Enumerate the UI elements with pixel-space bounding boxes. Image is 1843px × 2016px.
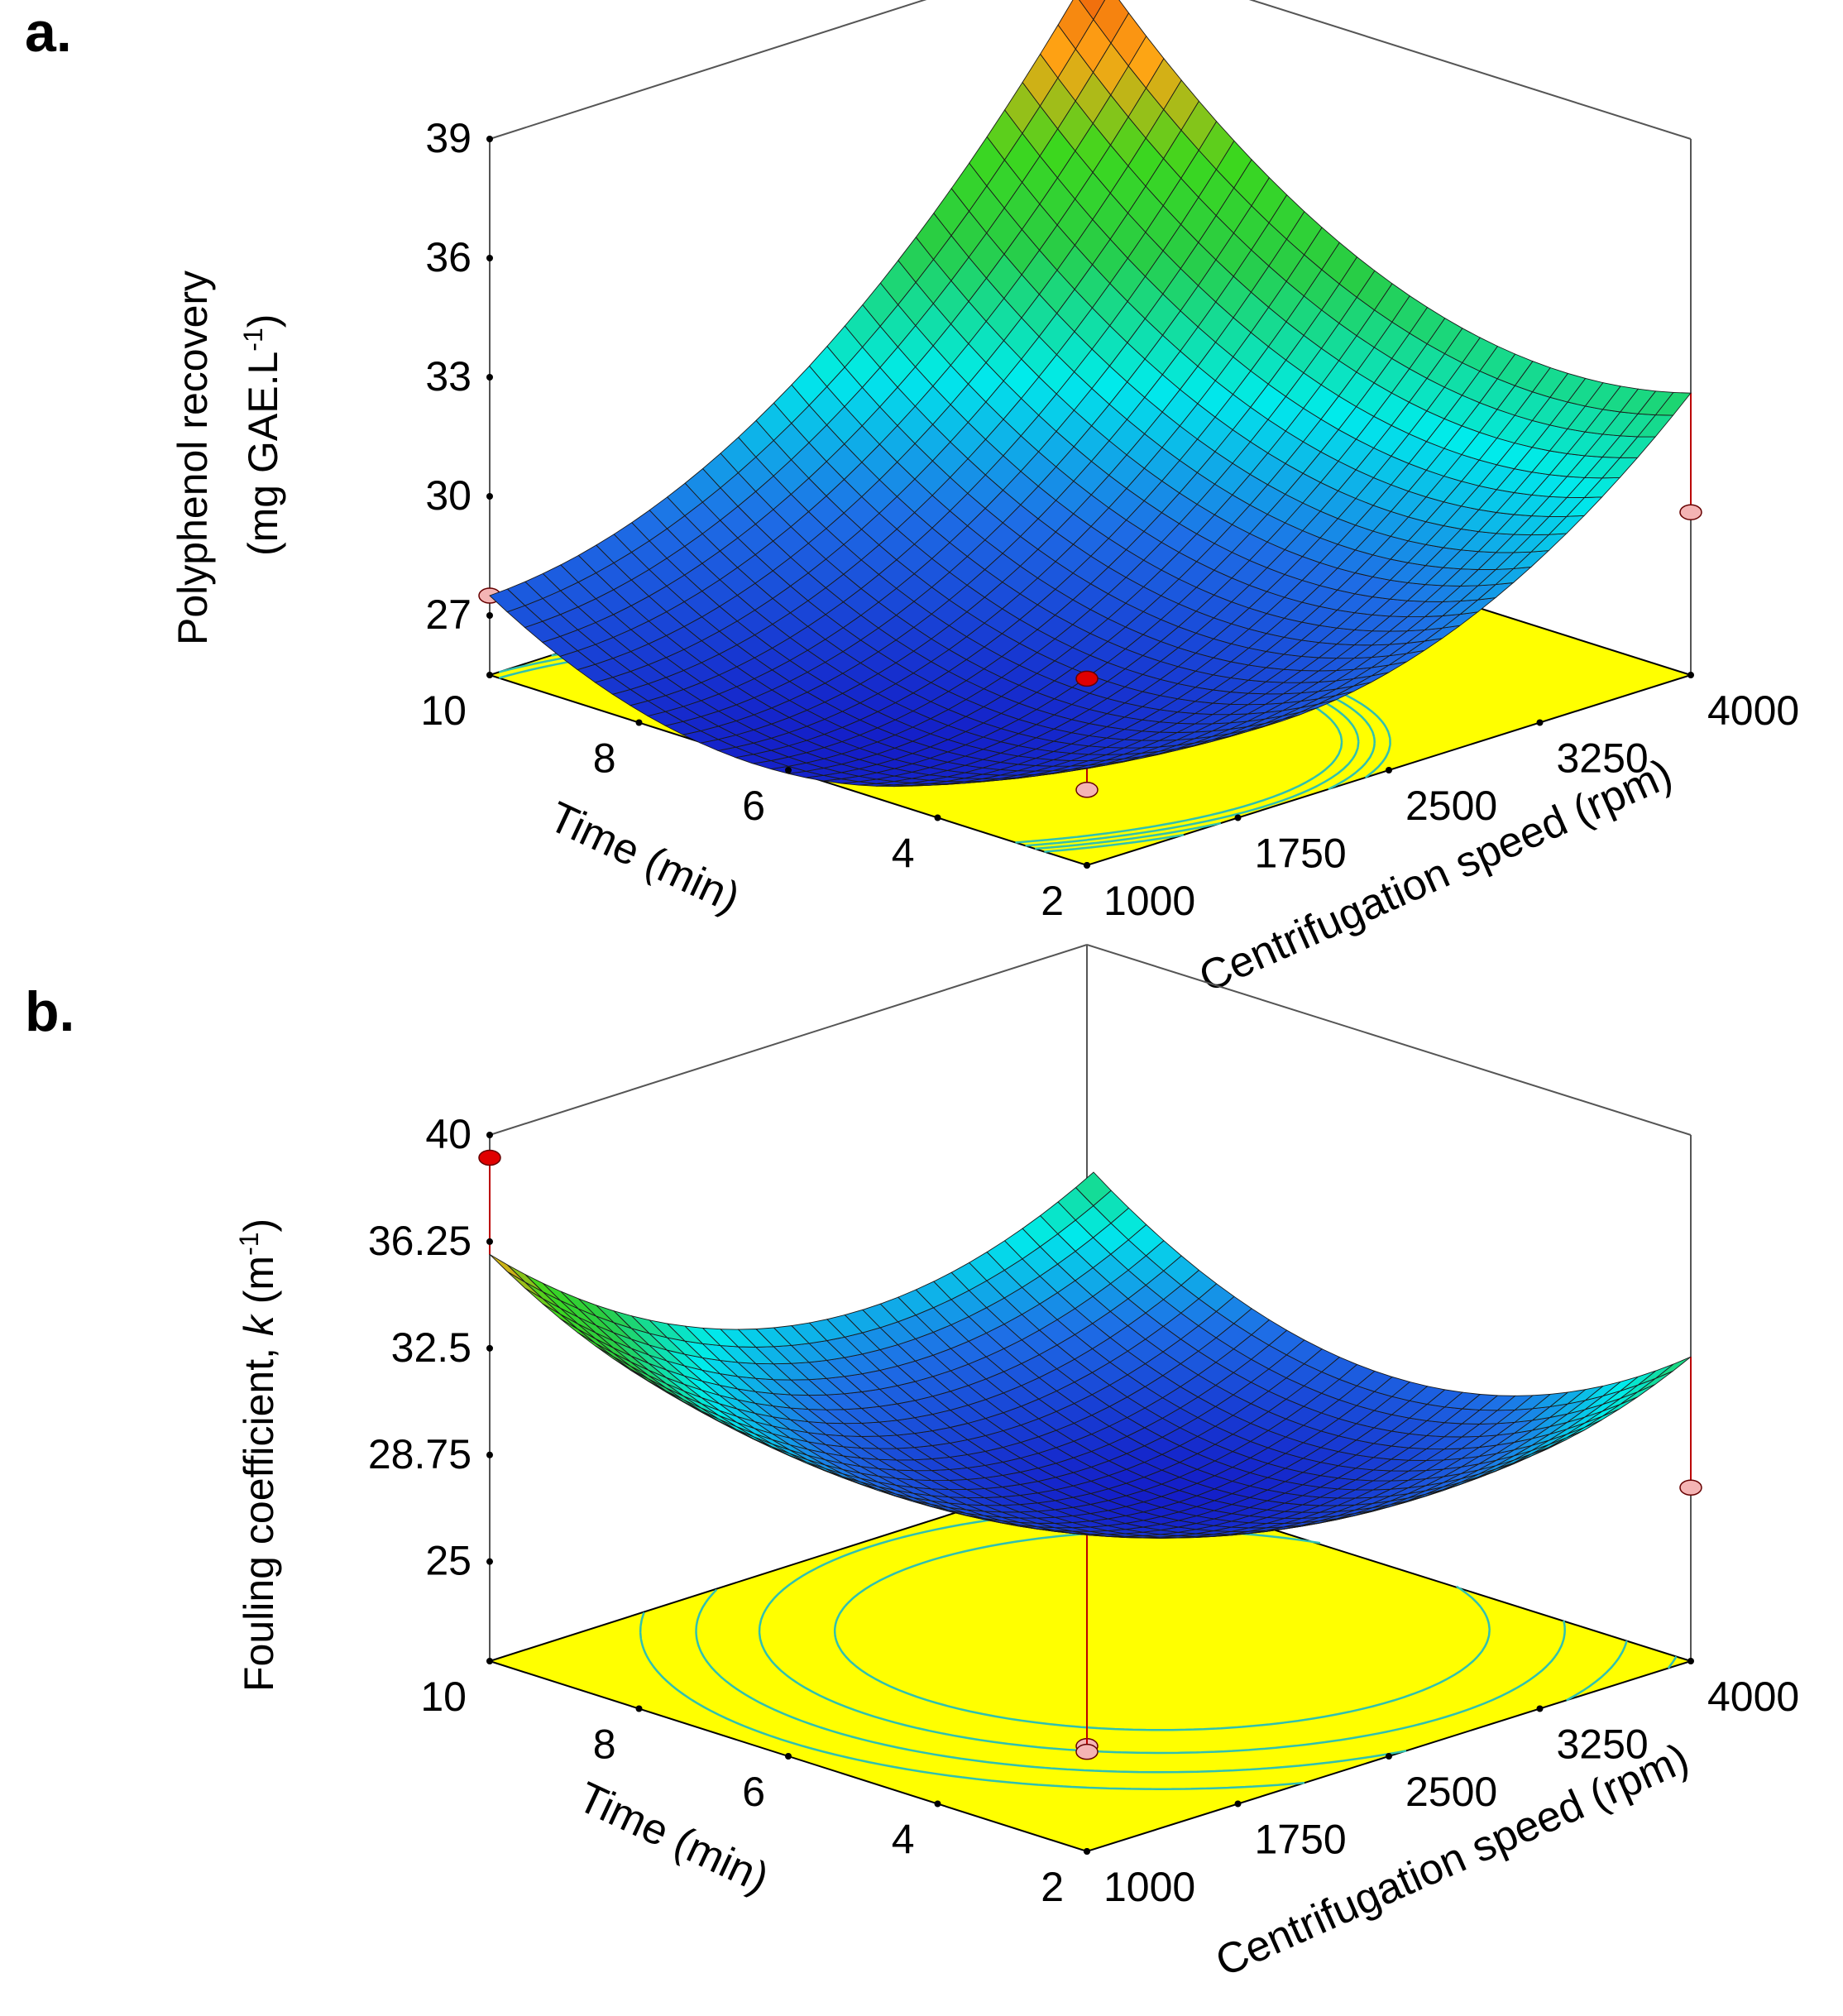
panel-b-y-tick-label: 10 (420, 1674, 467, 1720)
panel-a-z-tick-label: 27 (425, 591, 472, 638)
panel-b-box-edge (1086, 944, 1692, 1136)
panel-b-z-label-italic: k (236, 1313, 282, 1336)
panel-a-y-tick-mark (486, 672, 493, 678)
panel-b-z-tick-mark (486, 1558, 493, 1565)
panel-a-z-label-sup: -1 (238, 328, 268, 351)
panel-b-surface (489, 1171, 1692, 1539)
panel-b-design-point (478, 1149, 501, 1166)
panel-b-y-tick-mark (486, 1658, 493, 1664)
panel-a-z-tick-mark (486, 612, 493, 619)
panel-b-z-label-main: Fouling coefficient, (236, 1336, 282, 1692)
panel-b-z-tick-mark (486, 1132, 493, 1138)
panel-a-y-tick-label: 4 (892, 831, 915, 877)
panel-b-y-tick-mark (1084, 1848, 1090, 1855)
panel-a-y-tick-mark (934, 814, 941, 821)
panel-b-y-tick-label: 8 (593, 1722, 616, 1768)
panel-a-design-point (1075, 782, 1099, 798)
panel-b-y-tick-mark (635, 1705, 643, 1712)
panel-a-y-tick-label: 10 (420, 687, 467, 734)
panel-a-y-tick-label: 8 (593, 735, 616, 782)
panel-a-x-tick-mark (1234, 814, 1242, 821)
panel-a-surface-facet (1079, 0, 1106, 21)
panel-b-y-tick-mark (785, 1753, 792, 1760)
panel-a-x-tick-label: 1750 (1255, 831, 1347, 877)
panel-b-x-tick-mark (1386, 1753, 1392, 1760)
panel-a-surface-facet (1057, 0, 1094, 50)
panel-b-x-tick-label: 2500 (1405, 1769, 1497, 1815)
panel-a-y-tick-label: 2 (1041, 878, 1064, 924)
panel-b-z-label-sup: -1 (234, 1232, 264, 1255)
panel-b-x-tick-label: 4000 (1707, 1674, 1799, 1720)
panel-b-x-tick-mark (1536, 1705, 1544, 1712)
panel-b-y-tick-label: 4 (892, 1817, 915, 1863)
panel-b-x-tick-label: 1000 (1103, 1864, 1195, 1910)
panel-a-y-axis-label: Time (min) (542, 793, 747, 922)
panel-b: b. 25 28.75 32.5 36.25 40 1000 1750 2500 3250 400… (25, 944, 1799, 1986)
panel-a-x-tick-mark (1687, 672, 1694, 678)
panel-b-z-label-end: ) (236, 1219, 282, 1233)
panel-a-z-tick-label: 36 (425, 234, 472, 280)
panel-b-y-tick-mark (934, 1800, 941, 1808)
panel-a-design-point (1679, 504, 1702, 520)
panel-b-z-tick-label: 32.5 (391, 1324, 472, 1371)
panel-a-surface-facet (1093, 0, 1130, 44)
panel-b-z-tick-mark (486, 1344, 493, 1352)
panel-a-label: a. (25, 1, 72, 64)
panel-a-x-tick-label: 4000 (1707, 687, 1799, 734)
panel-b-design-point (1075, 1743, 1099, 1760)
panel-b-z-tick-label: 25 (425, 1538, 472, 1584)
panel-b-x-tick-mark (1687, 1658, 1694, 1664)
panel-b-z-tick-mark (486, 1238, 493, 1245)
panel-b-z-label-unit: (m (236, 1256, 282, 1315)
panel-b-label: b. (25, 980, 74, 1043)
panel-b-z-tick-label: 40 (425, 1111, 472, 1157)
panel-a-z-axis-label-line2: (mg GAE.L-1) (238, 314, 286, 556)
panel-b-z-axis-label: Fouling coefficient, k (m-1) (234, 1219, 282, 1692)
panel-a-z-label-end: ) (240, 314, 286, 328)
panel-a-y-tick-label: 6 (742, 783, 765, 829)
panel-a-design-point (1075, 670, 1099, 687)
panel-b-surface-facet (489, 1254, 526, 1283)
panel-a-ticks: 27 30 33 36 39 1000 1750 2500 3250 4000 2 4 6 8 10 (420, 115, 1799, 924)
panel-b-z-tick-mark (486, 1451, 493, 1458)
panel-a-x-tick-label: 2500 (1405, 783, 1497, 829)
panel-b-points (478, 1149, 501, 1166)
panel-b-surface-facet (1655, 1356, 1692, 1379)
panel-b-z-tick-label: 36.25 (368, 1218, 472, 1264)
panel-a-z-tick-mark (486, 255, 493, 261)
panel-a-z-label-main: (mg GAE.L (240, 352, 286, 556)
panel-b-box-edge (489, 944, 1088, 1136)
panel-a-x-tick-label: 3250 (1557, 735, 1649, 782)
panel-b-design-point (1679, 1479, 1702, 1496)
panel-b-surface-facet (1075, 1171, 1112, 1207)
panel-a-box-edge (1248, 0, 1692, 140)
panel-a-z-tick-mark (486, 493, 493, 500)
panel-a-points (1075, 670, 1099, 687)
panel-a-x-tick-mark (1536, 719, 1544, 726)
panel-a-z-tick-label: 30 (425, 472, 472, 519)
panel-a-z-tick-mark (486, 136, 493, 142)
panel-b-contour-line (639, 1472, 1678, 1790)
panel-a-box-edge (489, 0, 927, 140)
panel-b-z-tick-label: 28.75 (368, 1431, 472, 1477)
panel-b-y-tick-label: 2 (1041, 1864, 1064, 1910)
panel-a-y-tick-mark (635, 719, 643, 726)
panel-b-x-tick-label: 1750 (1255, 1817, 1347, 1863)
panel-a-y-tick-mark (1084, 862, 1090, 869)
panel-a-surface (489, 0, 1692, 788)
panel-b-x-tick-label: 3250 (1557, 1722, 1649, 1768)
panel-a-z-tick-label: 39 (425, 115, 472, 161)
panel-b-x-tick-mark (1234, 1800, 1242, 1808)
panel-a-y-tick-mark (785, 767, 792, 773)
panel-a-x-tick-mark (1386, 767, 1392, 773)
panel-a-x-tick-label: 1000 (1103, 878, 1195, 924)
panel-a-z-tick-mark (486, 374, 493, 381)
panel-a-z-axis-label-line1: Polyphenol recovery (170, 271, 216, 645)
panel-b-ticks: 25 28.75 32.5 36.25 40 1000 1750 2500 3250 4000 2 4… (368, 1111, 1799, 1910)
panel-a: a. 273033363910001750250032504000246810 … (25, 0, 1799, 1002)
panel-b-y-tick-label: 6 (742, 1769, 765, 1815)
panel-a-z-tick-label: 33 (425, 353, 472, 400)
